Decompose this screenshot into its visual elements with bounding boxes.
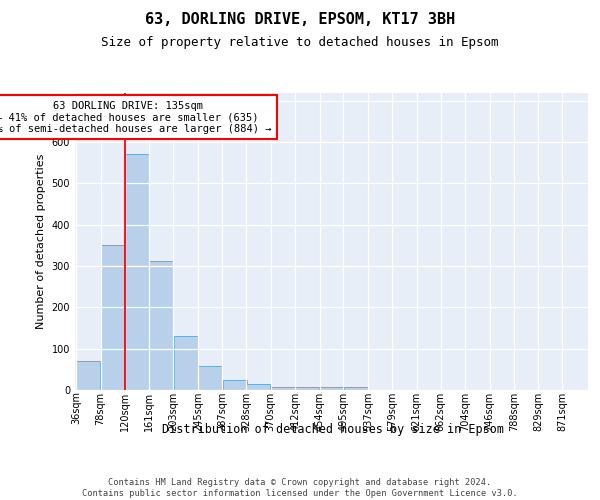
Text: 63 DORLING DRIVE: 135sqm
← 41% of detached houses are smaller (635)
58% of semi-: 63 DORLING DRIVE: 135sqm ← 41% of detach… <box>0 100 271 134</box>
Bar <box>149 260 173 390</box>
Bar <box>76 361 100 390</box>
Bar <box>125 154 149 390</box>
Text: Size of property relative to detached houses in Epsom: Size of property relative to detached ho… <box>101 36 499 49</box>
Y-axis label: Number of detached properties: Number of detached properties <box>36 154 46 329</box>
Bar <box>320 386 344 390</box>
Bar <box>101 244 125 390</box>
Bar <box>295 386 319 390</box>
Bar <box>344 386 368 390</box>
Text: Distribution of detached houses by size in Epsom: Distribution of detached houses by size … <box>162 422 504 436</box>
Bar <box>271 386 295 390</box>
Bar <box>198 366 222 390</box>
Text: Contains HM Land Registry data © Crown copyright and database right 2024.
Contai: Contains HM Land Registry data © Crown c… <box>82 478 518 498</box>
Bar <box>223 380 247 390</box>
Bar <box>247 384 271 390</box>
Text: 63, DORLING DRIVE, EPSOM, KT17 3BH: 63, DORLING DRIVE, EPSOM, KT17 3BH <box>145 12 455 28</box>
Bar <box>173 336 197 390</box>
